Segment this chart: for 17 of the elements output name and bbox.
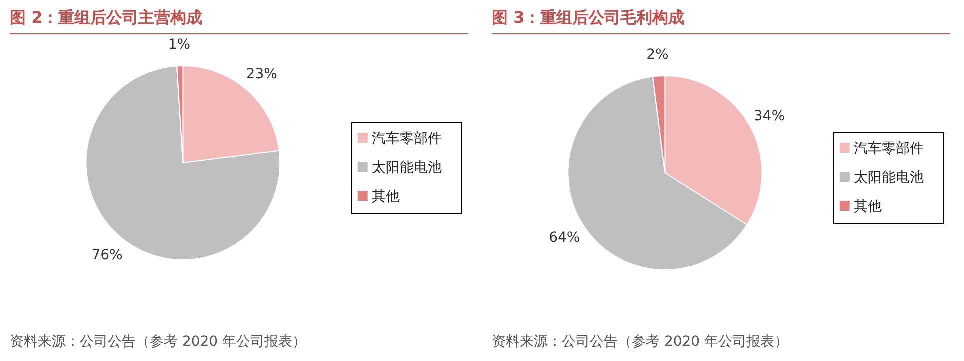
chart-title: 图 3：重组后公司毛利构成 xyxy=(492,8,685,27)
chart-title: 图 2：重组后公司主营构成 xyxy=(10,8,203,27)
legend-label: 其他 xyxy=(854,199,882,215)
legend-label: 汽车零部件 xyxy=(372,131,442,147)
pie-slice xyxy=(86,66,281,260)
data-label: 1% xyxy=(168,37,191,54)
data-label: 64% xyxy=(549,230,580,246)
text: 资料来源：公司公告（参考 2020 年公司报表） xyxy=(10,334,307,350)
data-label: 2% xyxy=(646,47,669,64)
legend-label: 太阳能电池 xyxy=(854,170,924,186)
legend-label: 太阳能电池 xyxy=(372,160,442,176)
text: 资料来源：公司公告（参考 2020 年公司报表） xyxy=(492,334,789,350)
data-label: 34% xyxy=(754,108,786,125)
legend-label: 其他 xyxy=(372,189,400,205)
legend-label: 汽车零部件 xyxy=(854,141,924,157)
data-label: 23% xyxy=(246,66,278,83)
data-label: 76% xyxy=(92,248,123,264)
